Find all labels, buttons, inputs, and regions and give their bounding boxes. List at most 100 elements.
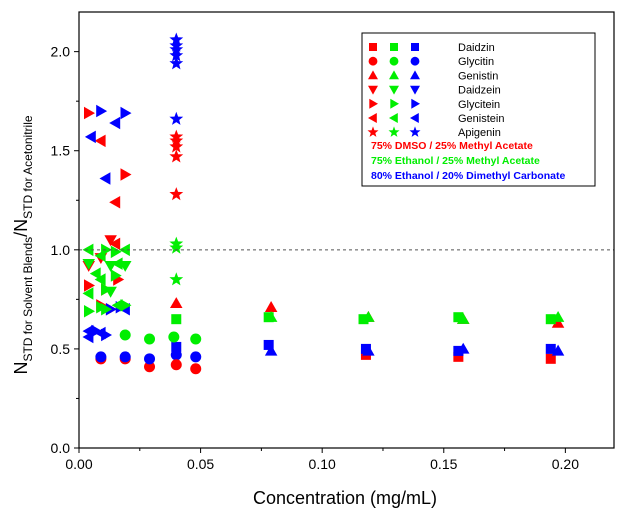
- data-point-green-triangle-left: [94, 273, 106, 286]
- data-point-blue-triangle-right: [91, 324, 103, 338]
- y-tick-label: 2.0: [51, 44, 71, 60]
- x-tick-label: 0.05: [187, 456, 214, 472]
- legend-marker-green-square: [390, 43, 398, 51]
- data-point-red-triangle-left: [109, 237, 121, 251]
- data-point-green-triangle-down: [82, 259, 95, 270]
- y-tick-label: 0.0: [51, 440, 71, 456]
- data-point-blue-triangle-up: [457, 342, 470, 354]
- data-point-blue-square: [545, 343, 556, 354]
- data-point-green-circle: [190, 333, 202, 345]
- data-point-red-triangle-left: [109, 196, 121, 209]
- data-point-blue-star: [169, 56, 184, 70]
- data-point-blue-circle: [190, 351, 202, 363]
- data-point-blue-triangle-up: [362, 344, 375, 356]
- data-point-red-triangle-right: [120, 168, 132, 181]
- data-point-red-star: [169, 187, 184, 201]
- legend-entries: Daidzin Glycitin Genistin Daidzein Glycitein…: [367, 42, 504, 139]
- data-point-blue-triangle-up: [264, 344, 278, 356]
- x-tick-label: 0.00: [65, 456, 92, 472]
- data-point-blue-triangle-right: [101, 328, 112, 342]
- legend-blend-blue: 80% Ethanol / 20% Dimethyl Carbonate: [371, 170, 565, 182]
- data-point-green-triangle-right: [84, 305, 95, 318]
- data-point-green-triangle-left: [82, 287, 94, 300]
- legend-label-glycitein: Glycitein: [458, 99, 500, 111]
- data-point-green-star: [169, 240, 184, 254]
- data-point-red-star: [169, 139, 184, 153]
- data-point-green-triangle-left: [119, 243, 130, 257]
- data-point-red-triangle-up: [170, 297, 183, 308]
- legend-marker-green-triangle-right: [390, 98, 399, 109]
- legend-marker-blue-circle: [410, 56, 420, 66]
- y-tick-label: 1.0: [51, 242, 71, 258]
- y-axis-title: NSTD for Solvent Blends/NSTD for Acetoni…: [11, 115, 35, 374]
- data-point-red-circle: [190, 363, 202, 375]
- data-point-green-triangle-left: [111, 257, 123, 270]
- legend-blend-red: 75% DMSO / 25% Methyl Acetate: [371, 140, 533, 152]
- legend-marker-green-triangle-up: [389, 70, 399, 80]
- data-point-blue-square: [263, 339, 274, 350]
- data-point-green-circle: [168, 331, 180, 343]
- legend-marker-blue-triangle-left: [410, 113, 419, 123]
- x-axis-title: Concentration (mg/mL): [253, 488, 437, 508]
- data-point-blue-triangle-up: [551, 344, 565, 356]
- data-point-red-triangle-right: [84, 279, 95, 292]
- data-point-blue-circle: [170, 349, 182, 361]
- data-point-green-square: [263, 312, 274, 323]
- data-point-red-triangle-up: [551, 316, 565, 328]
- data-point-blue-triangle-left: [82, 330, 94, 344]
- legend-marker-blue-triangle-up: [410, 70, 420, 80]
- data-point-blue-square: [171, 341, 182, 352]
- data-point-red-triangle-down: [104, 235, 117, 247]
- legend: Daidzin Glycitin Genistin Daidzein Glycitein…: [361, 32, 596, 187]
- legend-marker-blue-star: [409, 126, 421, 137]
- legend-marker-red-triangle-right: [369, 98, 378, 109]
- data-point-green-triangle-up: [362, 311, 375, 322]
- data-point-blue-triangle-left: [109, 116, 121, 130]
- data-point-green-square: [545, 314, 556, 325]
- data-point-green-square: [358, 314, 369, 325]
- data-point-green-triangle-right: [101, 303, 112, 316]
- legend-blend-green: 75% Ethanol / 25% Methyl Acetate: [371, 155, 540, 167]
- legend-marker-red-circle: [368, 56, 378, 66]
- data-point-green-triangle-left: [111, 299, 123, 312]
- legend-marker-red-square: [369, 43, 377, 51]
- data-point-green-circle: [144, 333, 156, 345]
- legend-label-daidzein: Daidzein: [458, 85, 501, 97]
- y-tick-label: 1.5: [51, 143, 71, 159]
- legend-marker-green-triangle-left: [389, 113, 398, 123]
- data-point-green-triangle-left: [94, 249, 106, 262]
- legend-marker-green-triangle-down: [389, 85, 399, 95]
- data-point-red-square: [453, 351, 464, 362]
- data-point-green-triangle-up: [551, 311, 565, 322]
- data-point-blue-circle: [95, 351, 107, 363]
- legend-box: [361, 32, 596, 187]
- legend-marker-blue-triangle-right: [411, 98, 420, 109]
- data-point-blue-triangle-right: [96, 104, 108, 118]
- data-point-green-circle: [119, 329, 131, 341]
- legend-marker-green-star: [388, 126, 400, 137]
- data-point-green-triangle-right: [110, 269, 122, 282]
- legend-label-genistein: Genistein: [458, 113, 504, 125]
- legend-marker-blue-square: [411, 43, 419, 51]
- data-point-green-triangle-up: [457, 312, 470, 324]
- legend-label-genistin: Genistin: [458, 70, 498, 82]
- legend-label-apigenin: Apigenin: [458, 127, 501, 139]
- data-points: [82, 32, 565, 375]
- data-point-blue-circle: [119, 351, 131, 363]
- data-point-blue-square: [453, 345, 464, 356]
- y-tick-label: 0.5: [51, 341, 71, 357]
- data-point-green-triangle-left: [89, 267, 101, 280]
- x-tick-label: 0.20: [552, 456, 579, 472]
- data-point-blue-triangle-left: [84, 130, 96, 144]
- plot-frame: [78, 11, 615, 449]
- data-point-blue-triangle-right: [120, 106, 132, 120]
- legend-marker-red-star: [367, 126, 379, 137]
- data-point-blue-star: [169, 48, 184, 62]
- data-point-green-triangle-right: [110, 245, 122, 259]
- data-point-red-square: [545, 353, 556, 364]
- data-point-green-triangle-right: [120, 299, 132, 312]
- legend-marker-green-circle: [389, 56, 399, 66]
- x-tick-label: 0.15: [430, 456, 457, 472]
- data-point-red-circle: [170, 359, 182, 371]
